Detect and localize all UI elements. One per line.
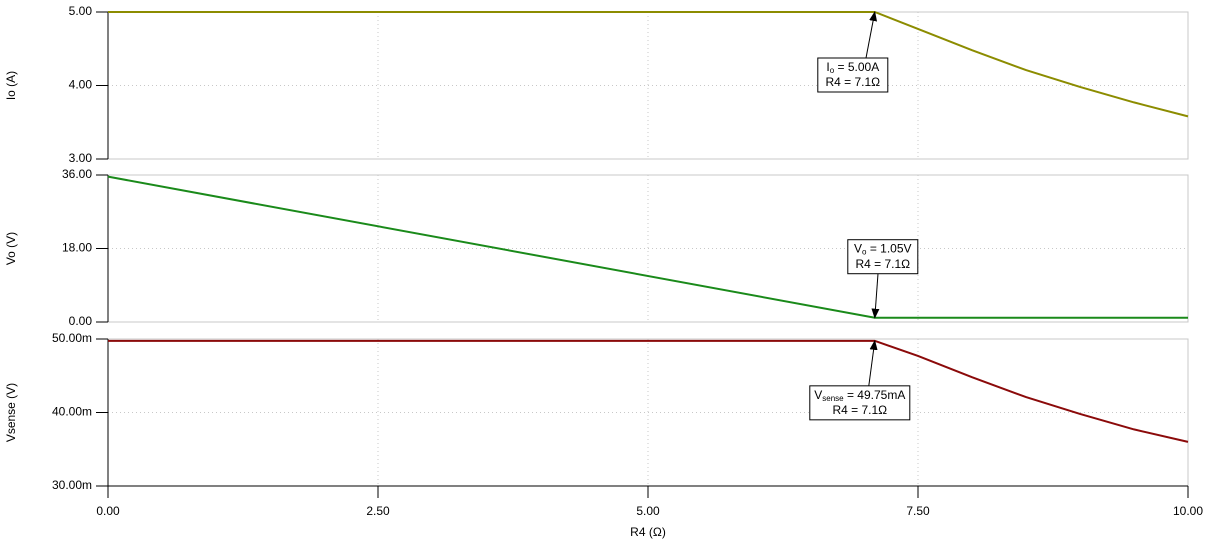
annotation-text: sense xyxy=(822,394,844,403)
data-line xyxy=(108,339,1189,443)
y-tick-label: 30.00m xyxy=(52,478,92,492)
annotation-text: I xyxy=(826,60,829,74)
y-tick-label: 36.00 xyxy=(62,167,92,181)
x-tick-label: 5.00 xyxy=(636,504,660,518)
annotation-text: = 49.75mA xyxy=(844,388,906,402)
annotation-box xyxy=(817,57,889,93)
annotation-text: = 1.05V xyxy=(867,242,912,256)
x-tick-label: 10.00 xyxy=(1173,504,1203,518)
annotation-arrow xyxy=(871,273,880,319)
annotation-text: = 5.00A xyxy=(834,60,879,74)
x-tick-label: 2.50 xyxy=(366,504,390,518)
annotation-text: R4 = 7.1Ω xyxy=(855,257,910,271)
x-tick-label: 7.50 xyxy=(906,504,930,518)
annotation-text: R4 = 7.1Ω xyxy=(825,75,880,89)
y-tick-label: 3.00 xyxy=(69,151,93,165)
y-axis-label: Vo (V) xyxy=(4,232,18,265)
y-tick-label: 18.00 xyxy=(62,241,92,255)
annotation-text: R4 = 7.1Ω xyxy=(832,403,887,417)
annotation-text: Io = 5.00A xyxy=(826,60,879,75)
y-tick-label: 40.00m xyxy=(52,405,92,419)
data-line xyxy=(108,11,1189,118)
annotation-text: o xyxy=(862,248,867,257)
x-tick-label: 0.00 xyxy=(96,504,120,518)
annotation-text: Vo = 1.05V xyxy=(854,242,912,257)
y-tick-label: 0.00 xyxy=(69,314,93,328)
annotation-arrow xyxy=(865,11,878,59)
annotation-text: o xyxy=(830,66,835,75)
y-tick-label: 5.00 xyxy=(69,4,93,18)
y-tick-label: 50.00m xyxy=(52,331,92,345)
y-axis-label: Io (A) xyxy=(4,71,18,100)
annotation-text: V xyxy=(814,388,822,402)
x-axis-label: R4 (Ω) xyxy=(630,525,666,539)
annotation-text: Vsense = 49.75mA xyxy=(814,388,905,403)
annotation-arrow xyxy=(868,339,878,386)
annotation-box xyxy=(847,239,919,275)
y-tick-label: 4.00 xyxy=(69,78,93,92)
annotation-box xyxy=(809,385,911,421)
annotation-text: V xyxy=(854,242,862,256)
y-axis-label: Vsense (V) xyxy=(4,383,18,442)
